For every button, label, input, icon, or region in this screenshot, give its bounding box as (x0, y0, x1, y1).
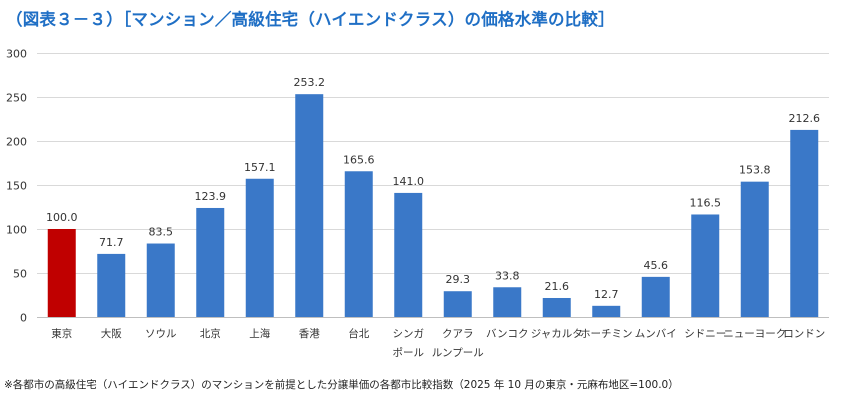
bar (443, 291, 472, 317)
category-label: バンコク (486, 328, 529, 340)
bar (592, 305, 621, 317)
category-label: 香港 (299, 328, 320, 340)
y-axis-ticks: 0 50 100 150 200 250 300 (6, 48, 27, 325)
bar (641, 276, 670, 317)
category-label: 大阪 (101, 327, 122, 340)
y-tick-label: 250 (6, 92, 27, 105)
bar (740, 181, 769, 317)
data-label: 33.8 (495, 269, 520, 282)
category-label: シンガ (393, 328, 425, 340)
bar (97, 253, 126, 317)
bar (245, 178, 274, 317)
data-label: 100.0 (46, 211, 78, 224)
y-tick-label: 0 (20, 312, 27, 325)
category-label: ホーチミン (580, 328, 633, 340)
category-label: クアラ (442, 328, 474, 340)
data-label: 153.8 (739, 164, 771, 177)
chart-title: （図表３－３）［マンション／高級住宅（ハイエンドクラス）の価格水準の比較］ (6, 10, 615, 29)
category-label: ソウル (145, 328, 177, 340)
bar (790, 129, 819, 317)
category-label: 東京 (51, 327, 72, 340)
category-label: ムンバイ (635, 328, 677, 340)
category-label: シドニー (684, 328, 726, 340)
y-tick-label: 50 (13, 268, 27, 281)
data-label: 116.5 (690, 196, 722, 209)
category-label: ニューヨーク (723, 328, 786, 340)
y-tick-label: 300 (6, 48, 27, 61)
bar (295, 94, 324, 318)
bar (146, 243, 175, 317)
y-tick-label: 200 (6, 136, 27, 149)
bar (344, 171, 373, 317)
y-tick-label: 150 (6, 180, 27, 193)
chart-footnote: ※各都市の高級住宅（ハイエンドクラス）のマンションを前提とした分譲単価の各都市比… (4, 379, 679, 391)
data-label: 71.7 (99, 236, 124, 249)
data-labels: 100.0 71.7 83.5 123.9 157.1 253.2 165.6 141.0 29… (46, 76, 820, 301)
bar (394, 192, 423, 317)
data-label: 83.5 (149, 226, 174, 239)
data-label: 253.2 (294, 76, 326, 89)
category-label: ロンドン (783, 328, 825, 340)
data-label: 165.6 (343, 153, 375, 166)
data-label: 12.7 (594, 288, 619, 301)
bar (47, 229, 76, 317)
category-label: ルンプール (432, 347, 484, 359)
bar (493, 287, 522, 317)
y-tick-label: 100 (6, 224, 27, 237)
category-label: ポール (393, 347, 425, 359)
bars (47, 94, 819, 318)
data-label: 29.3 (446, 273, 471, 286)
category-label: 北京 (200, 327, 221, 340)
bar (691, 214, 720, 317)
data-label: 141.0 (393, 175, 425, 188)
bar (196, 207, 225, 317)
data-label: 123.9 (195, 190, 227, 203)
data-label: 45.6 (644, 259, 669, 272)
bar (542, 297, 571, 317)
data-label: 212.6 (789, 112, 821, 125)
category-label: ジャカルタ (531, 328, 583, 340)
data-label: 157.1 (244, 161, 276, 174)
data-label: 21.6 (545, 280, 570, 293)
category-label: 台北 (348, 327, 369, 340)
category-label: 上海 (249, 327, 270, 340)
